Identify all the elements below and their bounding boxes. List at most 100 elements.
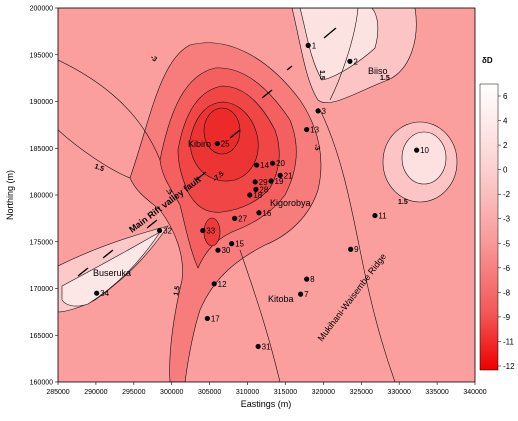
station-marker	[94, 290, 100, 296]
station-marker	[229, 241, 235, 247]
x-tick-label: 290000	[84, 389, 107, 396]
contour-label: 1.5	[318, 70, 325, 80]
station-label: 1	[312, 41, 317, 50]
x-tick-label: 315000	[274, 389, 297, 396]
legend-label: -3	[503, 215, 511, 224]
station-label: 17	[211, 314, 220, 323]
place-buseruka: Buseruka	[93, 268, 131, 278]
x-tick-label: 305000	[198, 389, 221, 396]
station-marker	[269, 160, 276, 166]
station-label: 32	[163, 227, 172, 236]
station-marker	[277, 172, 283, 178]
legend-label: 4	[503, 117, 508, 126]
legend: 6 4 2 0 -2 -3 -5 -6 -8 -9 -11 -12	[498, 92, 515, 371]
contour-label: 1.5	[93, 163, 105, 173]
y-tick-label: 200000	[30, 6, 53, 13]
station-marker	[254, 162, 260, 168]
station-label: 33	[206, 227, 215, 236]
station-label: 25	[221, 140, 230, 149]
y-tick-label: 180000	[30, 193, 53, 200]
station-marker	[304, 276, 310, 282]
contour-label: -3	[164, 188, 173, 197]
legend-label: 0	[503, 166, 508, 175]
station-label: 8	[310, 275, 315, 284]
legend-label: -6	[503, 264, 511, 273]
station-marker	[298, 291, 304, 297]
station-marker	[200, 227, 206, 234]
contour-label: 1.5	[380, 75, 390, 82]
fault-segment	[146, 219, 158, 229]
station-label: 2	[353, 57, 358, 66]
y-tick-label: 170000	[30, 286, 53, 293]
station-label: 14	[260, 161, 269, 170]
station-marker	[252, 179, 258, 185]
contour-line-s	[239, 249, 281, 382]
station-label: 29	[259, 178, 268, 187]
station-marker	[348, 246, 354, 252]
station-marker	[215, 247, 221, 253]
x-tick-label: 340000	[463, 389, 486, 396]
legend-label: -11	[503, 337, 515, 346]
station-label: 30	[221, 246, 230, 255]
station-marker	[347, 58, 353, 64]
contour-line-w	[58, 129, 131, 179]
station-label: 34	[100, 289, 109, 298]
legend-label: 6	[503, 92, 508, 101]
station-label: 11	[378, 212, 387, 221]
place-biiso: Biiso	[368, 66, 388, 76]
y-tick-label: 160000	[30, 380, 53, 387]
x-tick-label: 335000	[425, 389, 448, 396]
station-marker	[414, 147, 420, 153]
contour-label: 1.5	[398, 199, 408, 206]
contour-line-ne	[329, 8, 359, 101]
station-marker	[315, 108, 321, 114]
contour-fill	[58, 8, 475, 382]
fault-segment	[77, 267, 89, 277]
x-tick-label: 320000	[312, 389, 335, 396]
contour-line-e	[319, 109, 396, 382]
y-tick-label: 185000	[30, 146, 53, 153]
fault-segment	[323, 27, 337, 39]
station-label: 18	[253, 191, 262, 200]
station-marker	[372, 212, 378, 219]
station-label: 27	[238, 214, 247, 223]
station-marker	[214, 140, 220, 147]
x-axis: 285000 290000 295000 300000 305000 310000 3150…	[46, 382, 487, 396]
station-marker	[268, 178, 274, 184]
fault-trace	[77, 27, 337, 277]
fault-segment	[102, 249, 114, 259]
legend-colorbar	[479, 83, 499, 371]
station-label: 9	[354, 245, 359, 254]
contour-label: -3	[149, 54, 158, 63]
y-tick-label: 165000	[30, 333, 53, 340]
station-label: 31	[262, 342, 271, 351]
contour-line-nw	[58, 59, 161, 161]
contour-label: 1.5	[173, 285, 182, 296]
contour-label: -3	[312, 143, 321, 151]
station-marker	[232, 215, 238, 221]
station-label: 15	[235, 240, 244, 249]
station-marker	[156, 227, 163, 234]
station-marker	[305, 42, 311, 49]
legend-label: 2	[503, 141, 508, 150]
legend-label: -5	[503, 239, 511, 248]
x-tick-label: 295000	[122, 389, 145, 396]
x-tick-label: 330000	[388, 389, 411, 396]
y-axis-title: Northing (m)	[5, 170, 15, 220]
legend-label: -9	[503, 313, 511, 322]
station-marker	[256, 210, 262, 216]
y-tick-label: 175000	[30, 239, 53, 246]
x-tick-label: 285000	[46, 389, 69, 396]
station-marker	[255, 343, 261, 350]
station-label: 21	[284, 171, 293, 180]
station-label: 28	[259, 185, 268, 194]
y-tick-label: 190000	[30, 99, 53, 106]
place-kitoba: Kitoba	[268, 294, 294, 304]
x-tick-label: 310000	[236, 389, 259, 396]
station-label: 13	[310, 126, 319, 135]
legend-title: δD	[482, 56, 493, 65]
y-tick-label: 195000	[30, 52, 53, 59]
